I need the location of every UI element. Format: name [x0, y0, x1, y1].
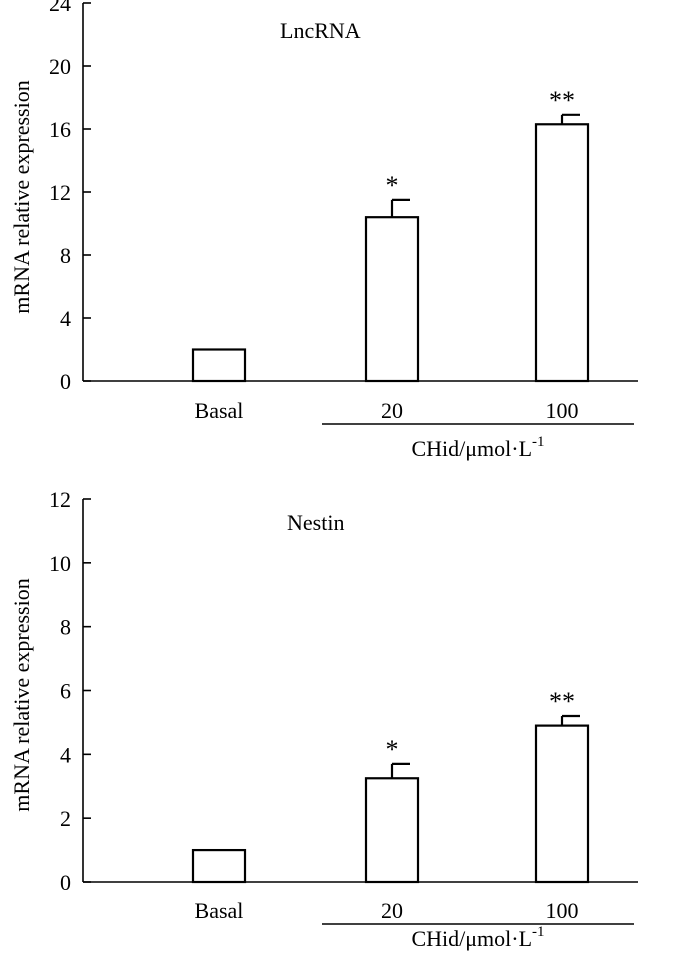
- nestin-chart-title: Nestin: [287, 510, 344, 535]
- lncrna-x-tick-label-basal: Basal: [195, 398, 244, 423]
- lncrna-y-tick-label-0: 0: [60, 369, 71, 394]
- lncrna-y-tick-label-24: 24: [49, 0, 71, 16]
- nestin-significance-100: **: [549, 687, 575, 716]
- nestin-x-tick-label-basal: Basal: [195, 898, 244, 923]
- lncrna-bar-100: [534, 123, 590, 383]
- lncrna-bar-20: [364, 216, 420, 383]
- lncrna-y-tick-label-12: 12: [49, 180, 71, 205]
- nestin-y-tick-label-6: 6: [60, 679, 71, 704]
- lncrna-y-tick-label-4: 4: [60, 306, 71, 331]
- nestin-x-tick-label-100: 100: [546, 898, 579, 923]
- nestin-y-tick-label-4: 4: [60, 742, 71, 767]
- lncrna-x-axis-label: CHid/μmol·L-1: [411, 434, 544, 461]
- nestin-bar-20: [364, 777, 420, 884]
- nestin-y-tick-label-2: 2: [60, 806, 71, 831]
- lncrna-y-axis-label: mRNA relative expression: [9, 80, 34, 313]
- nestin-y-axis-label: mRNA relative expression: [9, 578, 34, 811]
- lncrna-x-tick-label-20: 20: [381, 398, 403, 423]
- nestin-bar-basal: [191, 848, 247, 884]
- lncrna-significance-20: *: [386, 171, 399, 200]
- lncrna-y-tick-label-16: 16: [49, 117, 71, 142]
- nestin-y-tick-label-10: 10: [49, 551, 71, 576]
- lncrna-y-tick-label-8: 8: [60, 243, 71, 268]
- nestin-x-tick-label-20: 20: [381, 898, 403, 923]
- lncrna-y-tick-label-20: 20: [49, 54, 71, 79]
- lncrna-bar-basal: [191, 348, 247, 383]
- nestin-x-axis-label: CHid/μmol·L-1: [411, 924, 544, 951]
- nestin-bar-100: [534, 724, 590, 884]
- nestin-y-tick-label-0: 0: [60, 870, 71, 895]
- lncrna-significance-100: **: [549, 86, 575, 115]
- nestin-significance-20: *: [386, 735, 399, 764]
- lncrna-chart-title: LncRNA: [280, 18, 361, 43]
- lncrna-x-tick-label-100: 100: [546, 398, 579, 423]
- nestin-y-tick-label-8: 8: [60, 615, 71, 640]
- nestin-y-tick-label-12: 12: [49, 487, 71, 512]
